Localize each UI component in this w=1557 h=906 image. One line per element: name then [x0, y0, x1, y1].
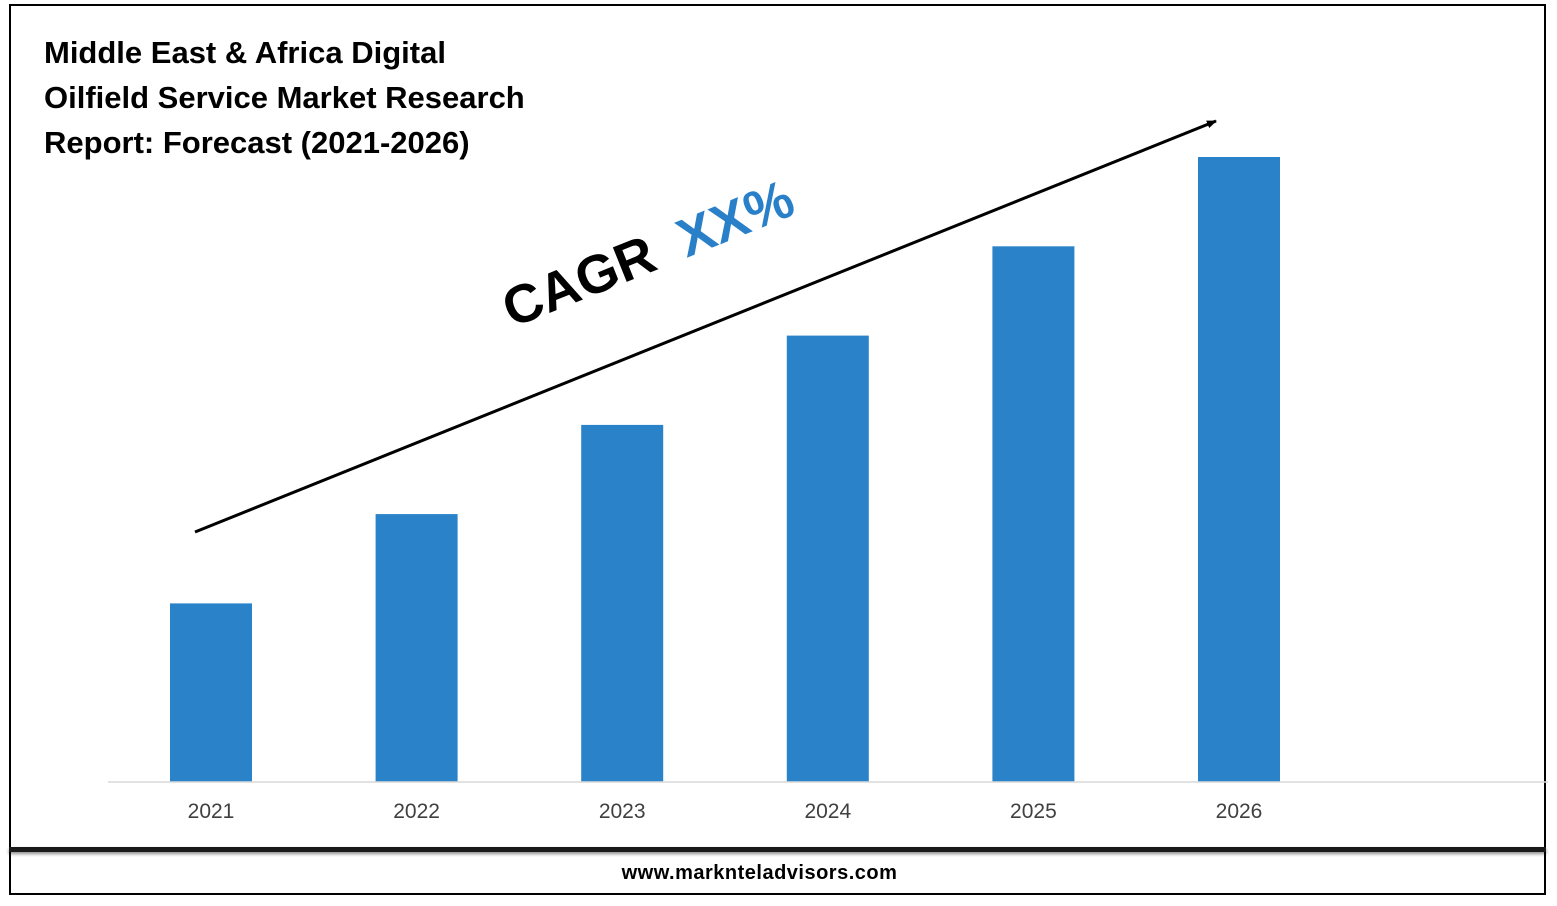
x-tick-label-2023: 2023 — [599, 800, 646, 823]
chart-title-line-3: Report: Forecast (2021-2026) — [44, 125, 470, 160]
cagr-value: XX% — [669, 169, 803, 269]
cagr-prefix: CAGR — [494, 224, 664, 339]
x-tick-label-2026: 2026 — [1216, 800, 1263, 823]
footer-divider — [9, 847, 1546, 852]
x-tick-label-2021: 2021 — [188, 800, 235, 823]
cagr-annotation: CAGR XX% — [494, 169, 802, 340]
bar-2025 — [992, 246, 1075, 783]
x-tick-labels-group: 2021 2022 2023 2024 2025 2026 — [188, 800, 1263, 823]
x-tick-label-2024: 2024 — [804, 800, 851, 823]
chart-title: Middle East & Africa Digital Oilfield Se… — [44, 30, 604, 165]
trend-arrow — [194, 119, 1217, 534]
footer-url[interactable]: www.marknteladvisors.com — [621, 862, 898, 884]
chart-title-line-1: Middle East & Africa Digital — [44, 35, 446, 70]
bar-2021 — [170, 603, 252, 782]
bar-2026 — [1198, 157, 1280, 782]
chart-title-line-2: Oilfield Service Market Research — [44, 80, 525, 115]
bar-2024 — [786, 335, 869, 782]
bar-2023 — [581, 424, 664, 782]
x-tick-label-2022: 2022 — [393, 800, 440, 823]
x-tick-label-2025: 2025 — [1010, 800, 1057, 823]
bars-group — [170, 157, 1280, 783]
chart-frame — [9, 4, 1546, 895]
bar-2022 — [375, 514, 458, 782]
